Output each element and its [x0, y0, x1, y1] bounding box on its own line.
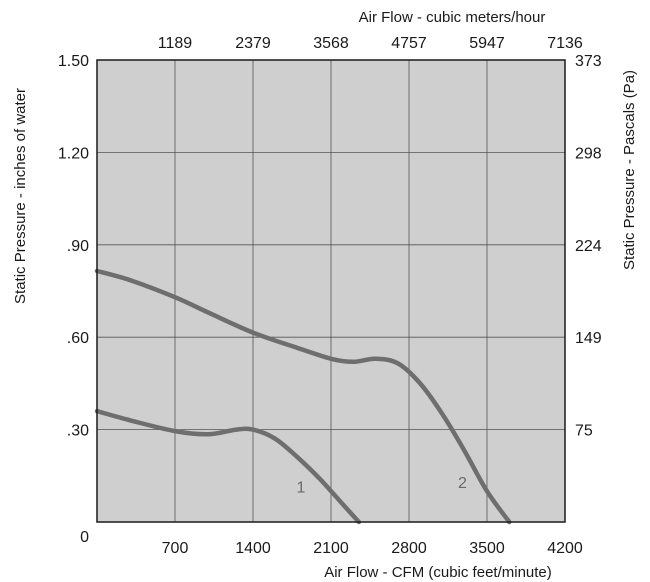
y-axis-title: Static Pressure - inches of water — [12, 88, 29, 304]
x-axis-title: Air Flow - CFM (cubic feet/minute) — [324, 564, 552, 581]
y-tick-label: 1.20 — [58, 145, 89, 162]
series-label-1: 1 — [296, 480, 305, 497]
series-label-2: 2 — [458, 475, 467, 492]
y2-tick-label: 373 — [575, 53, 602, 70]
y2-tick-label: 298 — [575, 145, 602, 162]
x-tick-label: 2100 — [313, 540, 349, 557]
x-tick-label: 2800 — [391, 540, 427, 557]
x-tick-label: 4200 — [547, 540, 583, 557]
x2-tick-label: 1189 — [158, 35, 193, 52]
series-line-1 — [94, 408, 362, 525]
x2-tick-label: 4757 — [391, 35, 427, 52]
x2-tick-label: 2379 — [235, 35, 271, 52]
tick-labels: 700 1400 2100 2800 3500 4200 1189 2379 3568 4757 5… — [58, 35, 602, 557]
y-tick-label: .30 — [67, 423, 89, 440]
x2-tick-label: 3568 — [313, 35, 349, 52]
y2-axis-title: Static Pressure - Pascals (Pa) — [621, 70, 638, 270]
x-tick-label: 700 — [162, 540, 189, 557]
plot-frame — [96, 59, 566, 523]
x-tick-label: 3500 — [469, 540, 505, 557]
y-tick-label: .90 — [67, 238, 89, 255]
x-tick-label: 1400 — [235, 540, 271, 557]
y2-tick-label: 75 — [575, 423, 593, 440]
x2-axis-title: Air Flow - cubic meters/hour — [359, 9, 546, 26]
x2-tick-label: 7136 — [547, 35, 583, 52]
x2-tick-label: 5947 — [469, 35, 505, 52]
y-tick-label: 0 — [80, 529, 89, 546]
y2-tick-label: 224 — [575, 238, 602, 255]
y-tick-label: 1.50 — [58, 53, 89, 70]
y-tick-label: .60 — [67, 330, 89, 347]
series-line-2 — [94, 268, 512, 525]
y2-tick-label: 149 — [575, 330, 602, 347]
grid-lines — [97, 60, 565, 522]
